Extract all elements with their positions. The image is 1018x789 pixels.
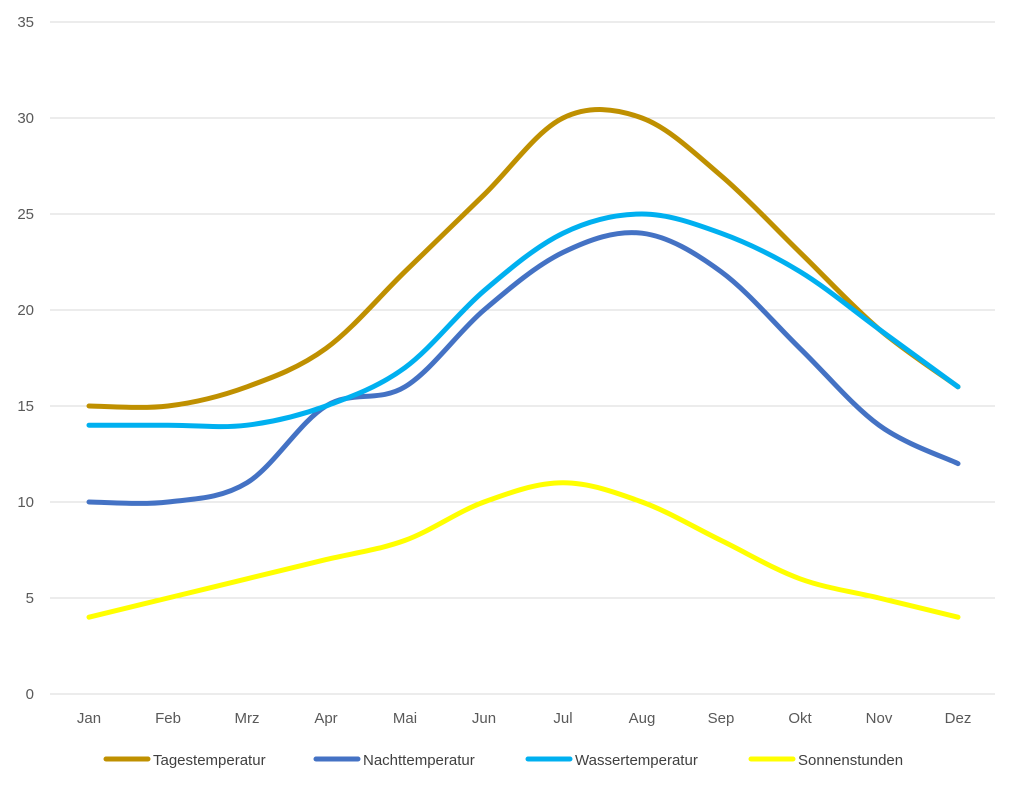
x-tick-label: Dez [945,710,972,727]
x-axis-tick-labels: Jan Feb Mrz Apr Mai Jun Jul Aug Sep Okt Nov Dez [77,710,971,727]
y-tick-label: 35 [17,14,34,31]
series-line-nachttemperatur [86,230,961,506]
x-tick-label: Apr [314,710,337,727]
x-tick-label: Aug [629,710,656,727]
series-line-tagestemperatur [86,107,961,410]
y-tick-label: 0 [26,686,34,703]
y-axis-tick-labels: 0 5 10 15 20 25 30 35 [17,14,34,703]
x-tick-label: Mai [393,710,417,727]
x-tick-label: Nov [866,710,893,727]
x-tick-label: Sep [708,710,735,727]
x-tick-label: Mrz [235,710,260,727]
legend-item: Nachttemperatur [313,752,475,769]
legend-label: Sonnenstunden [798,752,903,769]
y-tick-label: 5 [26,590,34,607]
series-line-sonnenstunden [86,480,961,620]
legend-label: Tagestemperatur [153,752,266,769]
legend-item: Sonnenstunden [748,752,903,769]
y-tick-label: 25 [17,206,34,223]
x-tick-label: Feb [155,710,181,727]
series-lines [86,107,961,620]
y-tick-label: 10 [17,494,34,511]
legend-item: Wassertemperatur [525,752,698,769]
x-tick-label: Jun [472,710,496,727]
y-tick-label: 15 [17,398,34,415]
gridlines [50,21,995,695]
x-tick-label: Jan [77,710,101,727]
series-line-wassertemperatur [86,211,961,430]
y-tick-label: 30 [17,110,34,127]
x-tick-label: Jul [553,710,572,727]
y-tick-label: 20 [17,302,34,319]
legend-item: Tagestemperatur [103,752,266,769]
legend-label: Nachttemperatur [363,752,475,769]
x-tick-label: Okt [788,710,812,727]
legend-label: Wassertemperatur [575,752,698,769]
legend: Tagestemperatur Nachttemperatur Wassertemp… [103,752,903,769]
